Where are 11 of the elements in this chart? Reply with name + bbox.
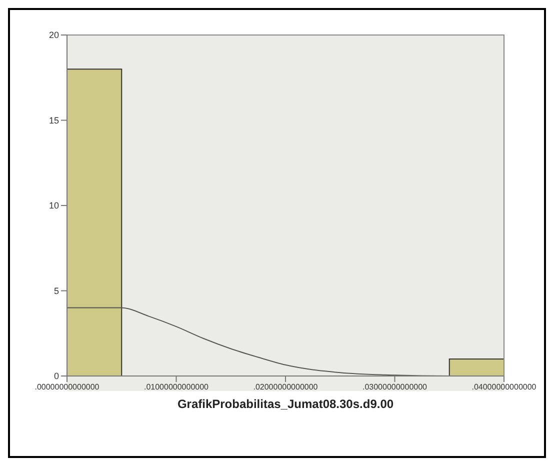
x-tick-label: .00000000000000 xyxy=(34,382,100,392)
x-tick-label: .03000000000000 xyxy=(362,382,428,392)
x-tick-label: .02000000000000 xyxy=(253,382,318,392)
y-tick-label: 10 xyxy=(48,200,59,211)
y-tick-label: 15 xyxy=(48,115,59,126)
x-axis-title: GrafikProbabilitas_Jumat08.30s.d9.00 xyxy=(177,397,394,411)
x-tick-label: .01000000000000 xyxy=(144,382,210,392)
y-tick-label: 5 xyxy=(54,286,59,296)
y-tick-label: 0 xyxy=(54,371,59,382)
y-tick-label: 20 xyxy=(48,30,59,40)
x-tick-label: .04000000000000 xyxy=(472,382,537,392)
